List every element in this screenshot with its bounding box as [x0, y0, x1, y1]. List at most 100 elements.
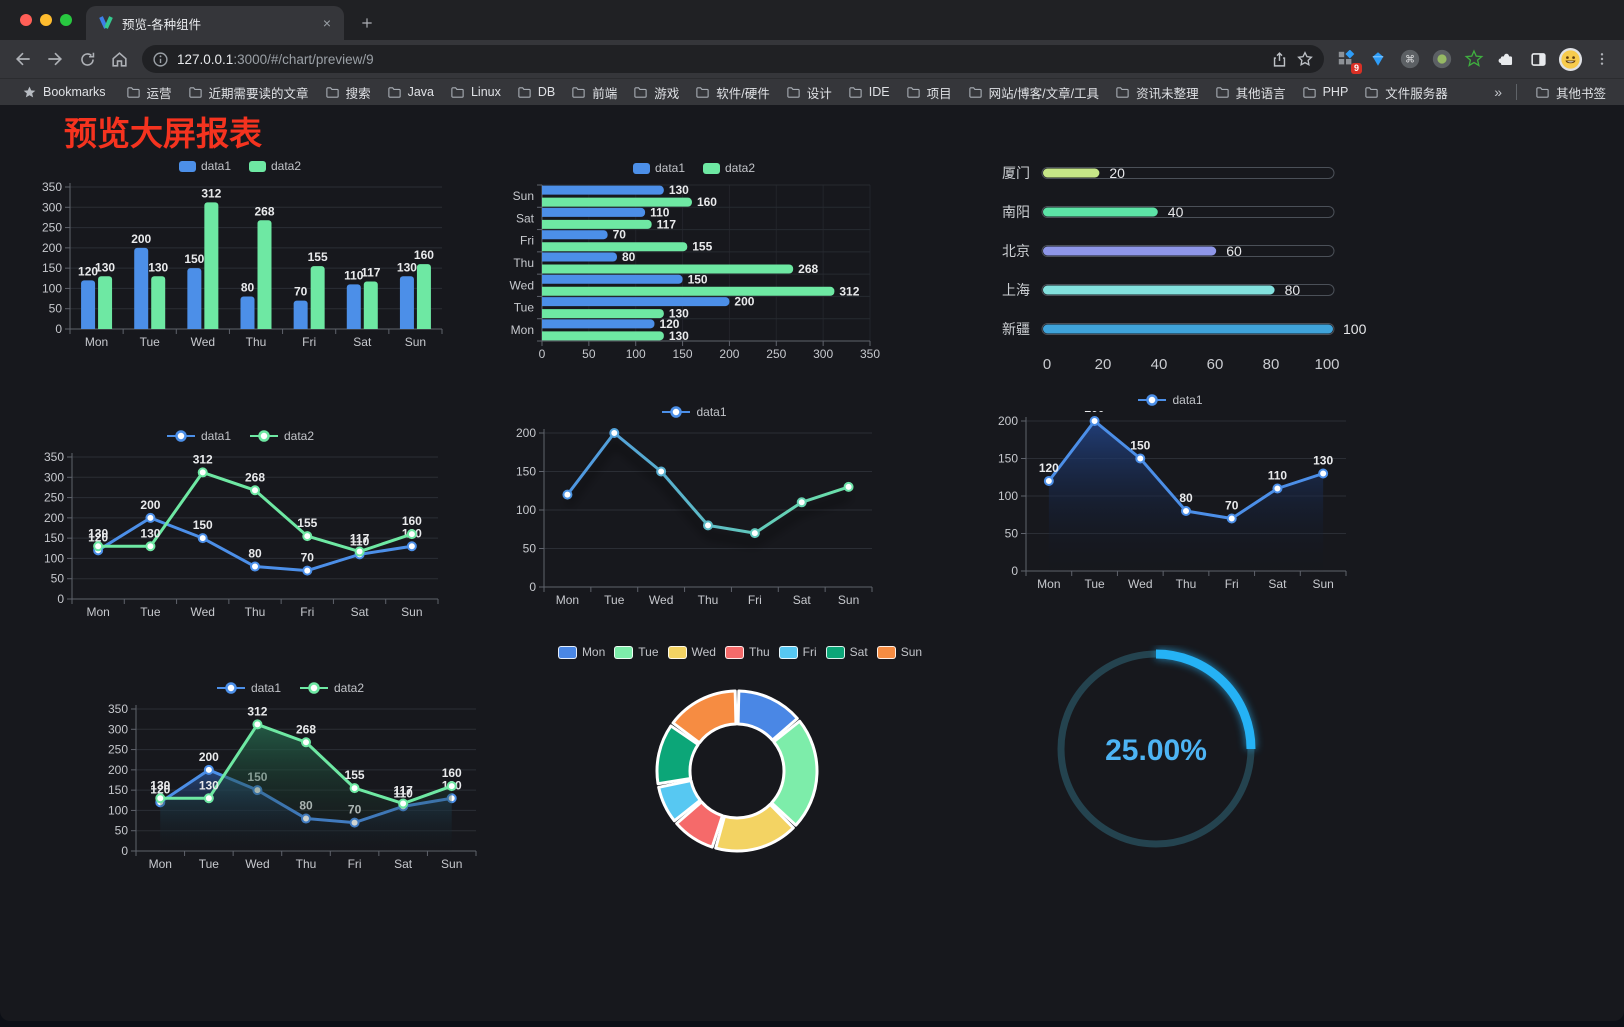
svg-text:150: 150: [193, 518, 213, 532]
legend-item[interactable]: data1: [178, 159, 231, 173]
horizontal-bar-chart: 0 50 100 150 200 250 300 350 Sun Sat Fri Thu Wed Tue M…: [510, 183, 881, 361]
share-icon[interactable]: [1271, 51, 1288, 68]
legend-item[interactable]: Fri: [778, 645, 817, 659]
bookmark-folder[interactable]: 文件服务器: [1356, 81, 1456, 104]
record-extension-icon[interactable]: [1428, 45, 1456, 73]
svg-text:120: 120: [78, 264, 98, 278]
extension-grid-icon[interactable]: 9: [1332, 45, 1362, 74]
ring-gauge-card: 25.00%: [1036, 645, 1281, 861]
svg-text:350: 350: [860, 347, 880, 361]
legend-label: data1: [250, 681, 281, 695]
legend-item[interactable]: Mon: [557, 645, 605, 659]
legend-label: data2: [284, 429, 315, 443]
tab-close-icon[interactable]: ×: [322, 15, 332, 31]
legend-label: data1: [200, 429, 231, 443]
bookmark-folder[interactable]: 资讯未整理: [1107, 81, 1207, 104]
command-extension-icon[interactable]: ⌘: [1396, 45, 1424, 73]
side-panel-icon[interactable]: [1524, 45, 1552, 73]
maximize-window-button[interactable]: [60, 14, 72, 26]
bookmark-folder[interactable]: 前端: [563, 81, 625, 104]
svg-text:Tue: Tue: [140, 335, 161, 349]
home-button[interactable]: [104, 44, 134, 74]
svg-text:Fri: Fri: [302, 335, 316, 349]
new-tab-button[interactable]: [352, 8, 382, 38]
profile-avatar[interactable]: [1556, 45, 1584, 73]
svg-text:200: 200: [131, 232, 151, 246]
legend-item[interactable]: Sun: [876, 645, 923, 659]
legend-swatch: [778, 645, 798, 659]
svg-text:70: 70: [1225, 499, 1239, 513]
browser-window: 预览-各种组件 × 127.0.0.1:3000/#/chart/previ: [0, 0, 1624, 105]
legend-item[interactable]: data2: [299, 681, 364, 695]
folder-icon: [572, 86, 585, 98]
forward-button[interactable]: [40, 44, 70, 74]
bookmark-folder[interactable]: DB: [509, 81, 563, 104]
site-info-icon[interactable]: [152, 51, 169, 68]
address-bar[interactable]: 127.0.0.1:3000/#/chart/preview/9: [142, 45, 1324, 73]
svg-text:150: 150: [108, 783, 128, 797]
bookmark-folder[interactable]: 网站/博客/文章/工具: [960, 81, 1107, 104]
bookmark-star-icon[interactable]: [1296, 50, 1314, 68]
legend-item[interactable]: Tue: [614, 645, 659, 659]
browser-tab[interactable]: 预览-各种组件 ×: [86, 6, 344, 40]
extension-badge: 9: [1350, 63, 1362, 74]
svg-text:80: 80: [1285, 282, 1301, 298]
bookmark-folder[interactable]: 搜索: [317, 81, 379, 104]
bookmark-folder[interactable]: Java: [379, 81, 442, 104]
legend-label: Sat: [849, 645, 868, 659]
bookmark-folder[interactable]: 项目: [898, 81, 960, 104]
bookmark-folder[interactable]: 设计: [778, 81, 840, 104]
svg-text:Fri: Fri: [1225, 577, 1239, 591]
svg-text:150: 150: [42, 261, 62, 275]
bookmark-folder[interactable]: 其他语言: [1207, 81, 1294, 104]
bookmark-folder[interactable]: PHP: [1294, 81, 1357, 104]
svg-text:200: 200: [516, 426, 536, 440]
gem-extension-icon[interactable]: [1364, 45, 1392, 73]
tab-strip: 预览-各种组件 ×: [0, 0, 1624, 40]
bookmark-folder[interactable]: 运营: [118, 81, 180, 104]
other-bookmarks[interactable]: 其他书签: [1527, 81, 1614, 104]
svg-text:40: 40: [1168, 204, 1184, 220]
green-star-extension-icon[interactable]: [1460, 45, 1488, 73]
legend-item[interactable]: data2: [703, 161, 755, 175]
svg-text:Tue: Tue: [140, 605, 161, 619]
legend-item[interactable]: data1: [216, 681, 281, 695]
svg-text:155: 155: [297, 516, 317, 530]
svg-text:Sun: Sun: [441, 857, 462, 871]
legend-item[interactable]: Thu: [724, 645, 770, 659]
legend-item[interactable]: Wed: [667, 645, 716, 659]
bookmark-folder[interactable]: 近期需要读的文章: [180, 81, 317, 104]
legend-item[interactable]: data1: [661, 405, 727, 419]
reload-button[interactable]: [72, 44, 102, 74]
bookmarks-overflow-chevron[interactable]: »: [1494, 84, 1502, 100]
legend-item[interactable]: data2: [249, 159, 301, 173]
menu-kebab-icon[interactable]: [1588, 45, 1616, 73]
legend-item[interactable]: data1: [166, 429, 231, 443]
chart-legend: data1 data2: [178, 155, 301, 177]
bookmark-folder[interactable]: 游戏: [625, 81, 687, 104]
svg-text:Mon: Mon: [1037, 577, 1060, 591]
bookmark-folder[interactable]: 软件/硬件: [687, 81, 777, 104]
extensions-puzzle-icon[interactable]: [1492, 45, 1520, 73]
legend-swatch: [557, 645, 577, 659]
svg-text:Sat: Sat: [516, 211, 535, 225]
svg-text:110: 110: [1268, 469, 1288, 483]
back-button[interactable]: [8, 44, 38, 74]
svg-text:上海: 上海: [1002, 282, 1030, 298]
legend-item[interactable]: Sat: [825, 645, 868, 659]
legend-label: Sun: [900, 645, 923, 659]
svg-text:350: 350: [44, 450, 64, 464]
bookmarks-manager[interactable]: Bookmarks: [14, 83, 114, 102]
legend-item[interactable]: data1: [632, 161, 685, 175]
svg-text:200: 200: [44, 511, 64, 525]
legend-item[interactable]: data1: [1137, 393, 1203, 407]
legend-item[interactable]: data2: [249, 429, 314, 443]
grouped-bar-chart: 0 50 100 150 200 250 300 350 Mon Tue Wed Thu Fri Sat S…: [42, 180, 443, 349]
window-controls: [0, 0, 86, 40]
folder-icon: [451, 86, 464, 98]
close-window-button[interactable]: [20, 14, 32, 26]
svg-text:25.00%: 25.00%: [1105, 734, 1207, 767]
bookmark-folder[interactable]: IDE: [840, 81, 898, 104]
bookmark-folder[interactable]: Linux: [442, 81, 509, 104]
minimize-window-button[interactable]: [40, 14, 52, 26]
